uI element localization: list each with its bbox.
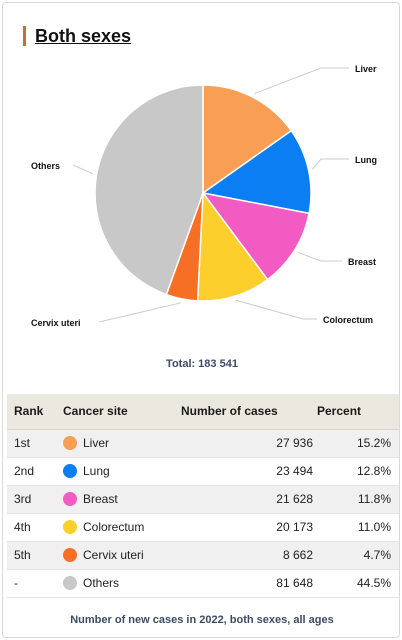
leader-line — [72, 164, 93, 175]
table-row: 4th Colorectum 20 173 11.0% — [7, 513, 399, 542]
chart-title: Both sexes — [35, 25, 132, 46]
cell-number-of-cases: 21 628 — [181, 485, 317, 514]
cell-rank: 4th — [7, 513, 63, 542]
legend-dot-icon — [63, 464, 77, 478]
table-row: 3rd Breast 21 628 11.8% — [7, 485, 399, 514]
site-label: Others — [83, 576, 120, 590]
leader-line — [312, 158, 349, 170]
leader-line — [297, 252, 342, 262]
cell-rank: 3rd — [7, 485, 63, 514]
cell-number-of-cases: 81 648 — [181, 569, 317, 598]
header-percent: Percent — [317, 394, 399, 430]
table-row: 1st Liver 27 936 15.2% — [7, 429, 399, 458]
cell-cancer-site: Liver — [63, 429, 181, 458]
site-label: Lung — [83, 464, 110, 478]
total-label: Total: — [166, 358, 196, 370]
cases-table: Rank Cancer site Number of cases Percent… — [7, 394, 399, 598]
cell-percent: 15.2% — [317, 429, 399, 458]
cell-percent: 12.8% — [317, 457, 399, 486]
pie-slice-breast — [201, 191, 310, 281]
cell-percent: 11.8% — [317, 485, 399, 514]
legend-dot-icon — [63, 492, 77, 506]
total-value: 183 541 — [198, 358, 238, 370]
pie-slice-others — [94, 84, 204, 296]
legend-dot-icon — [63, 576, 77, 590]
cell-percent: 44.5% — [317, 569, 399, 598]
cell-cancer-site: Breast — [63, 485, 181, 514]
cell-rank: - — [7, 569, 63, 598]
cell-percent: 4.7% — [317, 541, 399, 570]
title-wrap: Both sexes — [23, 25, 131, 47]
cell-rank: 5th — [7, 541, 63, 570]
table-row: 5th Cervix uteri 8 662 4.7% — [7, 541, 399, 570]
cell-cancer-site: Lung — [63, 457, 181, 486]
slice-label: Cervix uteri — [31, 318, 81, 328]
cell-cancer-site: Others — [63, 569, 181, 598]
table-row: 2nd Lung 23 494 12.8% — [7, 457, 399, 486]
cell-number-of-cases: 23 494 — [181, 457, 317, 486]
pie-slice-colorectum — [196, 190, 269, 302]
header-number-of-cases: Number of cases — [181, 394, 317, 430]
cell-number-of-cases: 8 662 — [181, 541, 317, 570]
table-caption: Number of new cases in 2022, both sexes,… — [70, 614, 334, 626]
cell-number-of-cases: 27 936 — [181, 429, 317, 458]
cell-rank: 2nd — [7, 457, 63, 486]
leader-line — [98, 302, 182, 323]
cell-rank: 1st — [7, 429, 63, 458]
slice-label: Others — [31, 161, 60, 171]
site-label: Liver — [83, 436, 110, 450]
legend-dot-icon — [63, 520, 77, 534]
table-header-row: Rank Cancer site Number of cases Percent — [7, 394, 399, 430]
cell-cancer-site: Colorectum — [63, 513, 181, 542]
slice-label: Lung — [355, 155, 377, 165]
leader-line — [254, 67, 349, 95]
slice-label: Liver — [355, 64, 377, 74]
pie-slice-lung — [201, 129, 312, 215]
table-row: - Others 81 648 44.5% — [7, 569, 399, 598]
cell-percent: 11.0% — [317, 513, 399, 542]
legend-dot-icon — [63, 548, 77, 562]
slice-label: Breast — [348, 257, 376, 267]
site-label: Cervix uteri — [83, 548, 144, 562]
header-cancer-site: Cancer site — [63, 394, 181, 430]
cell-number-of-cases: 20 173 — [181, 513, 317, 542]
cell-cancer-site: Cervix uteri — [63, 541, 181, 570]
header-rank: Rank — [7, 394, 63, 430]
leader-line — [235, 299, 317, 320]
legend-dot-icon — [63, 436, 77, 450]
site-label: Breast — [83, 492, 118, 506]
pie-chart: Liver Lung Breast Colorectum Cervix uteri Oth… — [31, 64, 377, 328]
pie-slice-liver — [202, 84, 293, 195]
slice-label: Colorectum — [323, 315, 373, 325]
site-label: Colorectum — [83, 520, 145, 534]
total-cases: Total: 183 541 — [3, 358, 401, 370]
title-accent-bar — [23, 26, 26, 46]
